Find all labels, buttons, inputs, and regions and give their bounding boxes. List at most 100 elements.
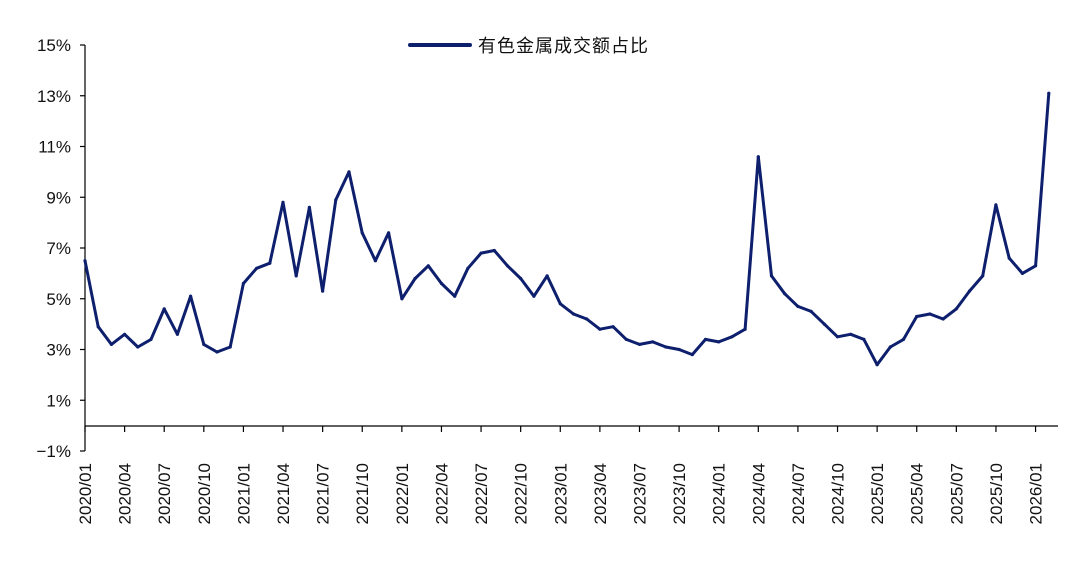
x-tick-label: 2022/04 bbox=[432, 463, 451, 524]
series-layer bbox=[83, 91, 1051, 367]
data-point bbox=[228, 345, 232, 349]
y-tick-label: 3% bbox=[46, 341, 71, 360]
data-point bbox=[373, 259, 377, 263]
data-point bbox=[756, 155, 760, 159]
data-point bbox=[492, 248, 496, 253]
x-tick-label: 2024/07 bbox=[789, 463, 808, 524]
data-point bbox=[928, 312, 932, 316]
data-point bbox=[994, 203, 998, 207]
x-tick-label: 2026/01 bbox=[1027, 463, 1046, 524]
data-point bbox=[162, 307, 166, 311]
x-tick-label: 2021/10 bbox=[353, 463, 372, 524]
data-point bbox=[439, 281, 444, 286]
data-point bbox=[941, 317, 945, 321]
data-point bbox=[109, 342, 113, 346]
x-tick-label: 2021/04 bbox=[274, 463, 293, 524]
x-tick-label: 2025/10 bbox=[987, 463, 1006, 524]
data-point bbox=[453, 294, 457, 298]
x-tick-label: 2020/10 bbox=[195, 463, 214, 524]
data-point bbox=[743, 327, 747, 331]
data-point bbox=[321, 289, 325, 293]
data-point bbox=[175, 332, 179, 336]
x-tick-label: 2020/07 bbox=[155, 463, 174, 524]
x-axis: 2020/01 2020/04 2020/07 2020/10 2021/01 2021/… bbox=[76, 425, 1058, 524]
x-tick-label: 2025/04 bbox=[908, 463, 927, 524]
data-point bbox=[611, 325, 615, 329]
data-point bbox=[651, 340, 655, 344]
data-point bbox=[426, 264, 430, 268]
y-axis: −1% 1% 3% 5% 7% 9% 11% 13% 15% bbox=[37, 36, 86, 461]
data-point bbox=[294, 274, 298, 278]
data-point bbox=[677, 347, 681, 352]
data-point bbox=[624, 337, 628, 341]
data-point bbox=[360, 231, 364, 235]
data-point bbox=[862, 337, 866, 341]
data-point bbox=[1034, 264, 1038, 268]
data-point bbox=[888, 345, 892, 349]
data-point bbox=[479, 251, 483, 255]
x-tick-label: 2022/07 bbox=[472, 463, 491, 524]
x-tick-label: 2020/01 bbox=[76, 463, 95, 524]
y-tick-label: 7% bbox=[46, 239, 71, 258]
data-point bbox=[281, 200, 285, 204]
y-tick-label: 1% bbox=[46, 391, 71, 410]
x-tick-label: 2024/04 bbox=[749, 463, 768, 524]
data-point bbox=[769, 274, 774, 278]
data-point bbox=[466, 266, 470, 270]
data-point bbox=[136, 345, 140, 349]
x-tick-label: 2022/10 bbox=[512, 463, 531, 524]
data-point bbox=[809, 309, 813, 313]
data-point bbox=[703, 337, 708, 341]
data-point bbox=[413, 276, 417, 281]
x-tick-label: 2025/07 bbox=[947, 463, 966, 524]
legend: 有色金属成交额占比 bbox=[408, 36, 649, 57]
x-tick-label: 2024/01 bbox=[710, 463, 729, 524]
x-tick-label: 2022/01 bbox=[393, 463, 412, 524]
x-tick-label: 2025/01 bbox=[868, 463, 887, 524]
legend-label: 有色金属成交额占比 bbox=[478, 36, 649, 57]
x-tick-label: 2021/01 bbox=[234, 463, 253, 524]
x-tick-label: 2020/04 bbox=[116, 463, 135, 524]
data-point bbox=[796, 304, 800, 308]
data-point bbox=[835, 335, 840, 339]
y-tick-label: 11% bbox=[38, 138, 71, 157]
data-point bbox=[268, 261, 272, 265]
x-tick-label: 2023/01 bbox=[551, 463, 570, 524]
data-point bbox=[664, 345, 668, 349]
data-point bbox=[241, 281, 245, 286]
data-point bbox=[189, 294, 193, 298]
data-point bbox=[215, 350, 219, 354]
data-point bbox=[519, 276, 523, 281]
data-point bbox=[83, 259, 87, 263]
data-point bbox=[558, 302, 562, 306]
x-tick-label: 2024/10 bbox=[829, 463, 848, 524]
data-point bbox=[901, 337, 906, 341]
data-point bbox=[505, 264, 510, 268]
data-point bbox=[690, 353, 694, 357]
data-point bbox=[1007, 256, 1011, 260]
data-point bbox=[571, 312, 576, 316]
data-point bbox=[307, 205, 311, 209]
data-point bbox=[954, 307, 958, 311]
data-point bbox=[822, 322, 826, 326]
y-tick-label: 5% bbox=[46, 290, 71, 309]
data-point bbox=[1047, 91, 1051, 95]
data-point bbox=[387, 231, 391, 235]
data-point bbox=[123, 332, 127, 336]
data-point bbox=[149, 337, 153, 341]
x-tick-label: 2023/07 bbox=[630, 463, 649, 524]
y-tick-label: 15% bbox=[37, 36, 71, 55]
data-point bbox=[585, 317, 589, 321]
data-point bbox=[717, 340, 721, 344]
data-point bbox=[400, 297, 404, 301]
data-point bbox=[981, 274, 985, 278]
data-point bbox=[545, 274, 549, 278]
data-point bbox=[255, 266, 259, 270]
data-point bbox=[334, 198, 338, 202]
data-point bbox=[849, 332, 853, 336]
data-point bbox=[783, 292, 787, 296]
data-point bbox=[96, 325, 100, 329]
data-point bbox=[1020, 271, 1024, 275]
data-point bbox=[637, 342, 642, 346]
